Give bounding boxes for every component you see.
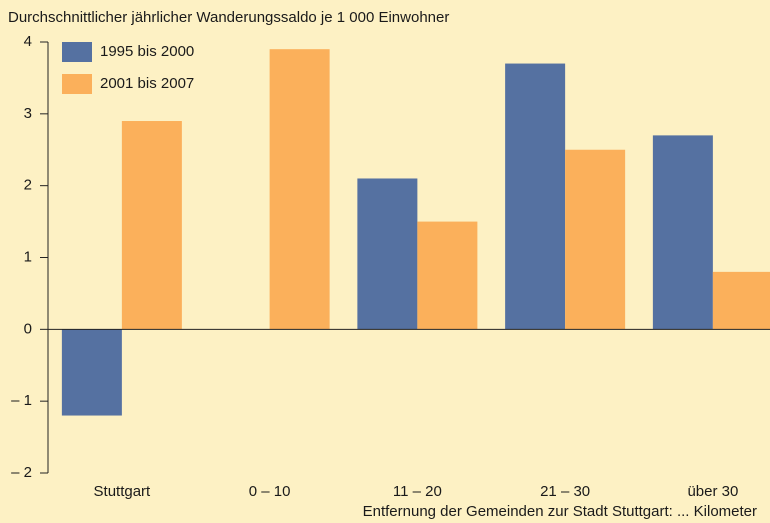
y-tick-label: – 2 <box>11 464 32 481</box>
y-tick-label: – 1 <box>11 392 32 409</box>
bar <box>565 149 626 330</box>
bar <box>61 329 122 416</box>
bar <box>357 178 418 330</box>
bar <box>505 63 566 330</box>
bar <box>269 49 330 330</box>
bar <box>121 121 182 330</box>
bar <box>712 271 770 330</box>
legend-swatch <box>62 74 92 94</box>
legend-label: 2001 bis 2007 <box>100 75 194 92</box>
bar <box>652 135 713 330</box>
x-axis-title: Entfernung der Gemeinden zur Stadt Stutt… <box>363 503 757 520</box>
y-tick-label: 0 <box>24 320 32 337</box>
bar <box>417 221 478 330</box>
y-tick-label: 4 <box>24 33 32 50</box>
y-tick-label: 2 <box>24 177 32 194</box>
legend-swatch <box>62 42 92 62</box>
y-tick-label: 3 <box>24 105 32 122</box>
x-tick-label: 21 – 30 <box>540 483 590 500</box>
x-tick-label: über 30 <box>687 483 738 500</box>
chart-title: Durchschnittlicher jährlicher Wanderungs… <box>8 9 449 26</box>
x-tick-label: 11 – 20 <box>393 483 442 500</box>
x-tick-label: 0 – 10 <box>249 483 291 500</box>
y-tick-label: 1 <box>24 248 32 265</box>
x-tick-label: Stuttgart <box>94 483 152 500</box>
legend-label: 1995 bis 2000 <box>100 43 194 60</box>
